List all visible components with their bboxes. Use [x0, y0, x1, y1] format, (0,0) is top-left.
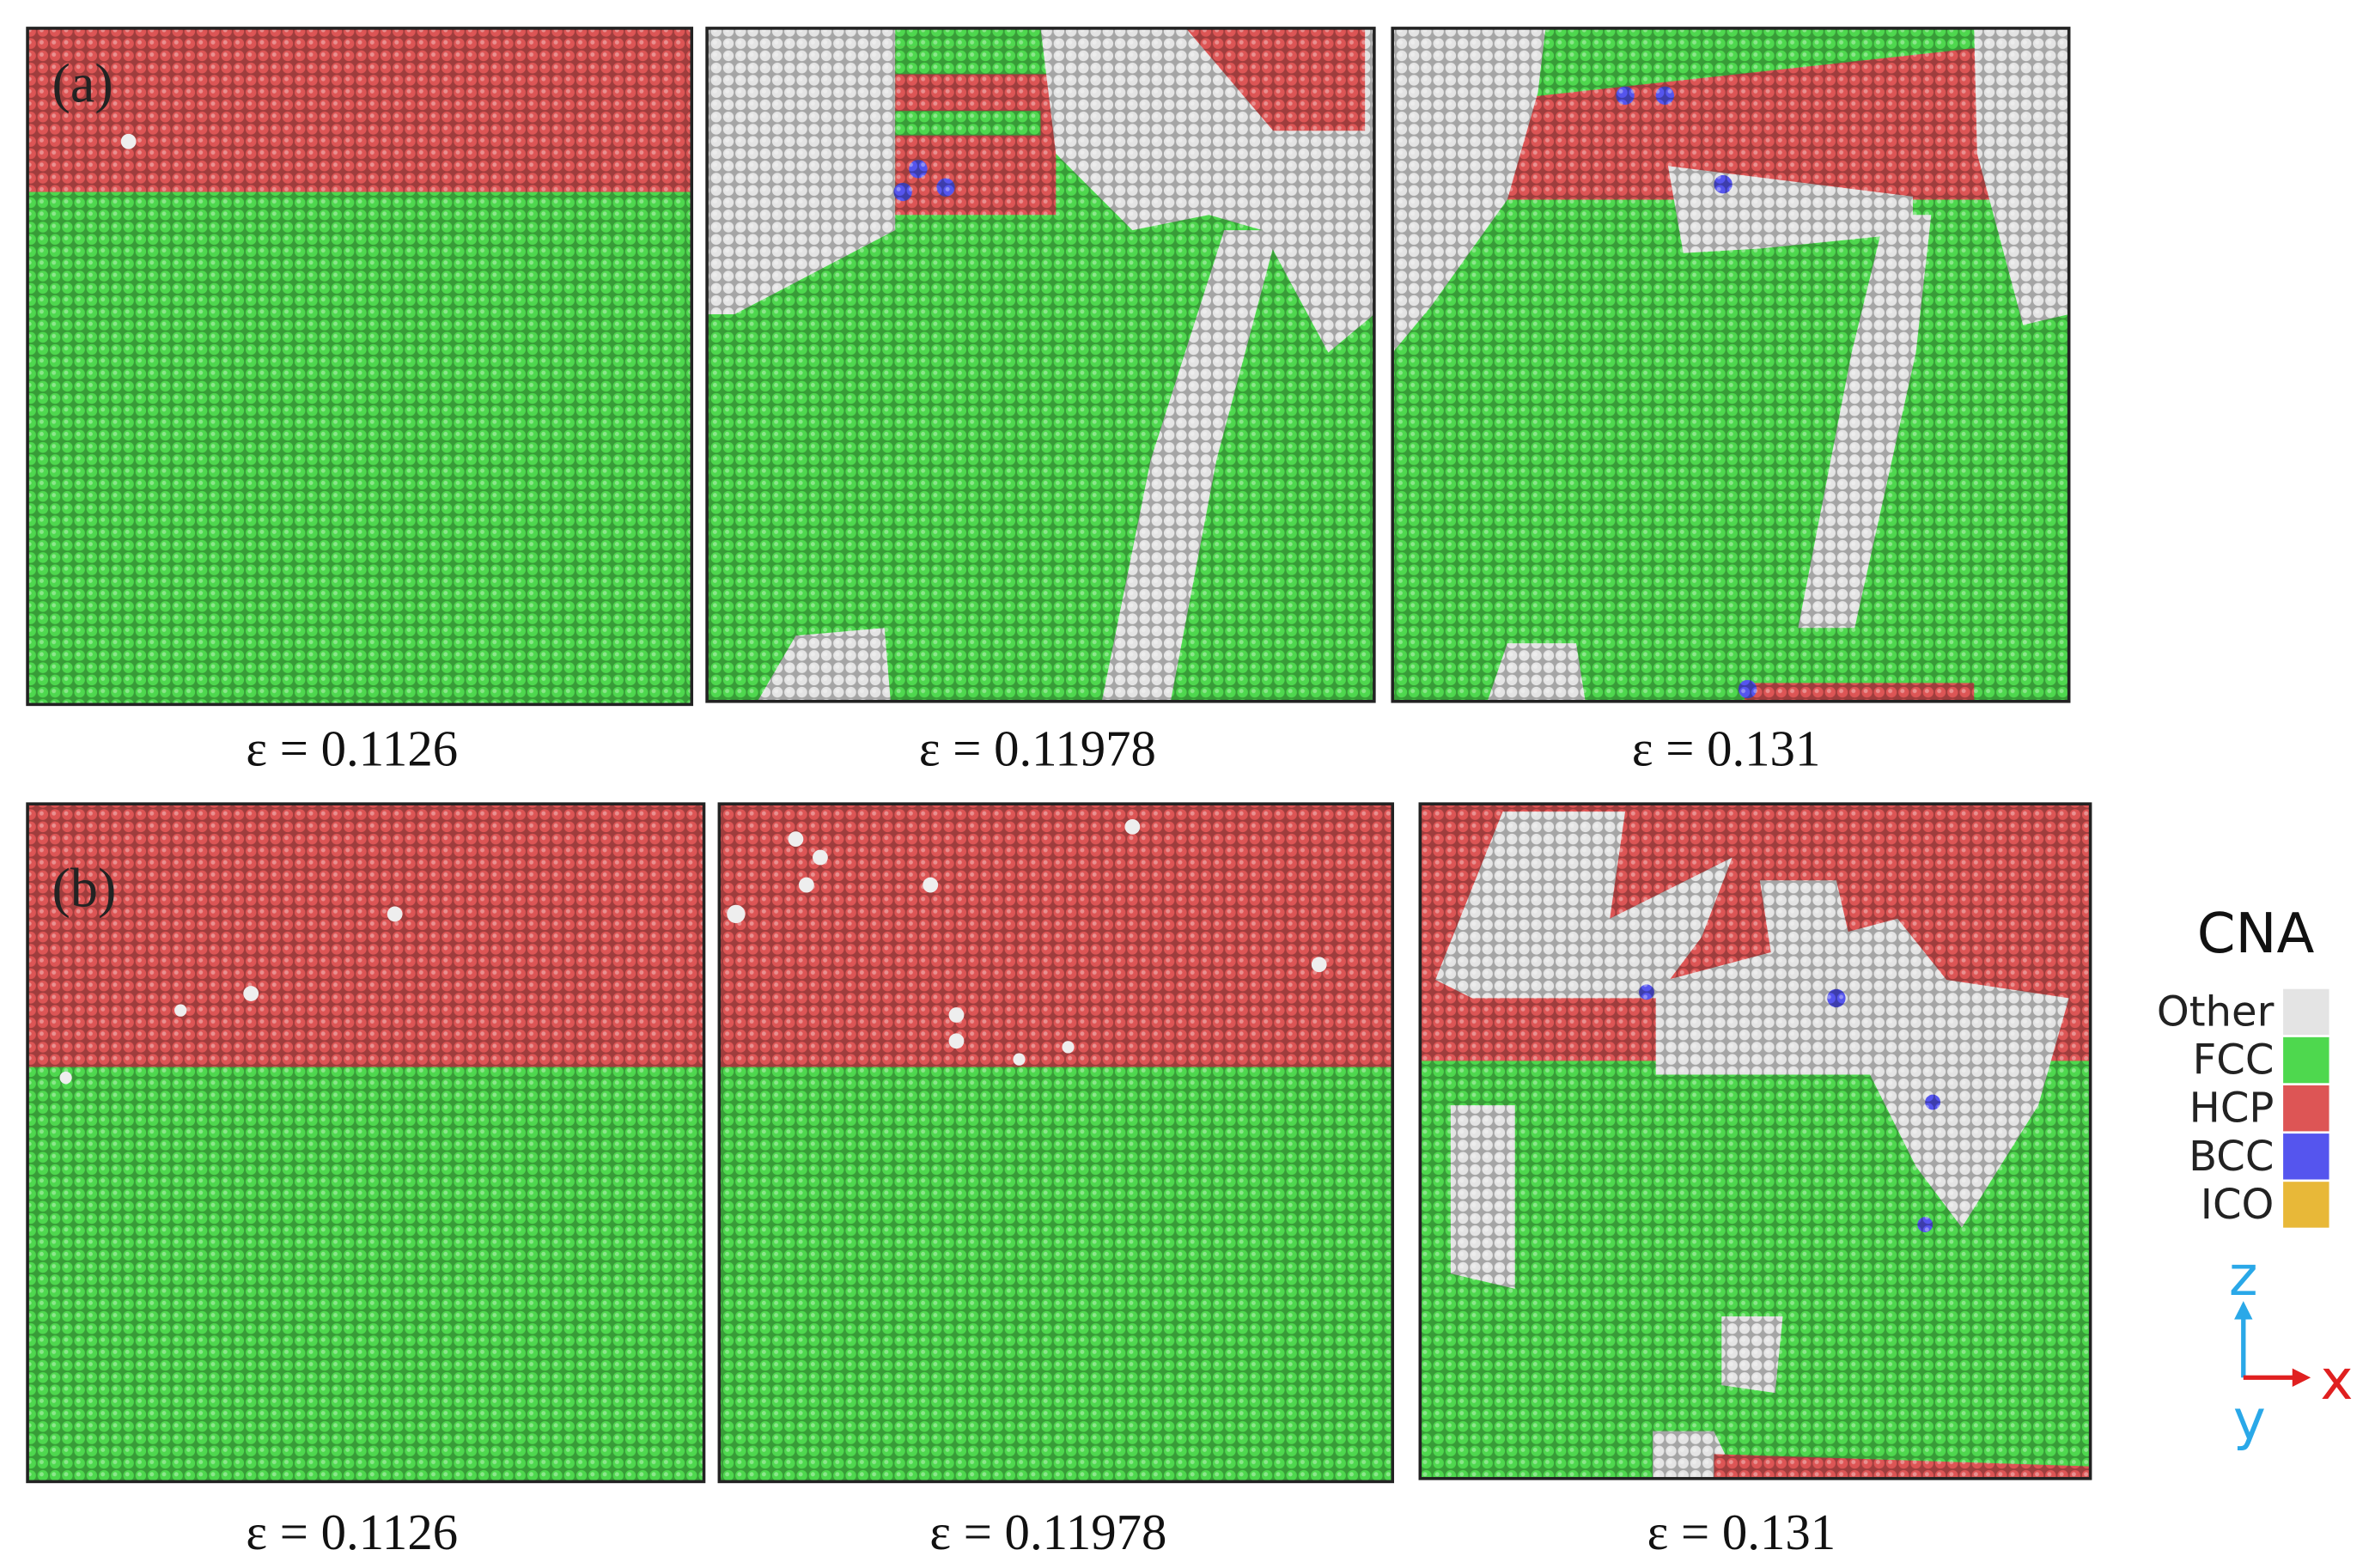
legend-swatch [2283, 988, 2329, 1036]
legend-swatch [2283, 1036, 2329, 1084]
legend-swatch [2283, 1085, 2329, 1132]
axis-label: z [2229, 1244, 2258, 1309]
caption: ε = 0.11978 [919, 721, 1156, 777]
snapshot-a1 [26, 27, 694, 707]
legend-label: FCC [2193, 1036, 2275, 1085]
axis-triad: z x y [2229, 1244, 2353, 1452]
snapshot-b1 [26, 802, 706, 1484]
legend-label: HCP [2189, 1085, 2275, 1133]
panel-label: (b) [52, 858, 117, 919]
caption: ε = 0.11978 [929, 1504, 1166, 1560]
snapshot-a2 [705, 27, 1376, 703]
legend-title: CNA [2197, 902, 2315, 966]
axis-label: y [2233, 1389, 2266, 1453]
caption: ε = 0.1126 [246, 721, 458, 777]
legend-label: ICO [2201, 1181, 2275, 1229]
snapshot-b2 [717, 802, 1395, 1484]
legend-label: Other [2157, 988, 2275, 1036]
caption: ε = 0.131 [1647, 1504, 1836, 1560]
legend-swatch [2283, 1133, 2329, 1180]
snapshot-b3 [1418, 802, 2092, 1480]
axis-label: x [2320, 1348, 2353, 1413]
snapshot-a3 [1391, 27, 2071, 703]
caption: ε = 0.131 [1632, 721, 1820, 777]
panel-label: (a) [52, 52, 113, 113]
caption: ε = 0.1126 [246, 1504, 458, 1560]
legend-swatch [2283, 1182, 2329, 1228]
legend-label: BCC [2189, 1133, 2274, 1181]
